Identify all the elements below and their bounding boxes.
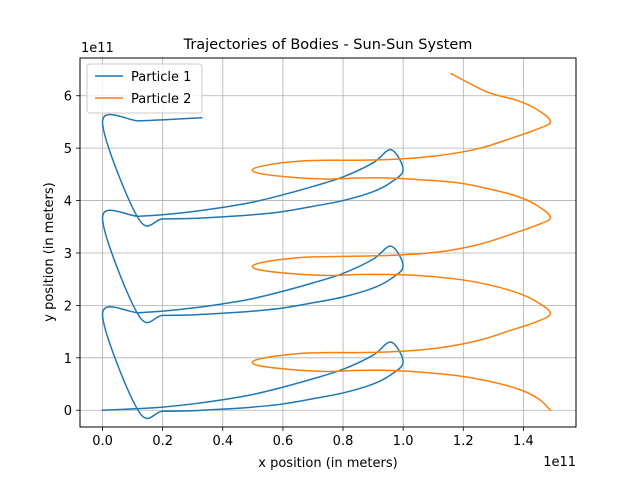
y-tick-label: 3 (64, 247, 72, 262)
series-layer (101, 72, 552, 420)
y-offset-label: 1e11 (81, 41, 114, 56)
x-tick-label: 1.0 (393, 434, 414, 449)
y-tick-label: 1 (64, 352, 72, 367)
chart-title: Trajectories of Bodies - Sun-Sun System (183, 37, 473, 53)
x-offset-label: 1e11 (543, 455, 576, 470)
grid-layer (80, 58, 576, 427)
x-tick-label: 0.4 (212, 434, 233, 449)
legend-label-particle-1: Particle 1 (131, 70, 191, 85)
x-tick-label: 0.2 (152, 434, 173, 449)
y-tick-label: 5 (64, 142, 72, 157)
x-tick-label: 1.2 (453, 434, 474, 449)
y-tick-label: 2 (64, 299, 72, 314)
y-tick-label: 4 (64, 195, 72, 210)
legend: Particle 1 Particle 2 (86, 63, 203, 114)
y-axis-label: y position (in meters) (42, 182, 57, 321)
x-tick-label: 1.4 (513, 434, 534, 449)
y-tick-label: 6 (64, 90, 72, 105)
plot-frame (79, 57, 577, 428)
series-line-particle-2 (251, 72, 552, 412)
x-tick-label: 0.8 (333, 434, 354, 449)
x-tick-label: 0.6 (273, 434, 294, 449)
ticks-layer: 0.0 0.2 0.4 0.6 0.8 1.0 1.2 1.4 0 1 2 3 4 5 6 (64, 90, 534, 449)
legend-label-particle-2: Particle 2 (131, 92, 191, 107)
x-axis-label: x position (in meters) (258, 456, 397, 471)
x-tick-label: 0.0 (92, 434, 113, 449)
y-tick-label: 0 (64, 404, 72, 419)
